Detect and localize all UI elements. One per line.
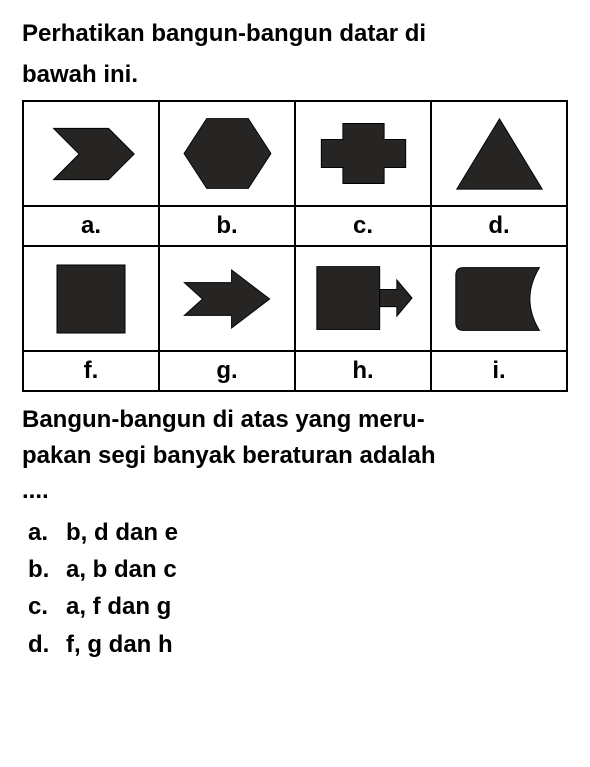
- option-a-letter: a.: [28, 514, 66, 551]
- shape-h-cell: [295, 246, 431, 351]
- shape-b-cell: [159, 101, 295, 206]
- label-g: g.: [159, 351, 295, 391]
- prompt-line-2: pakan segi banyak beraturan adalah: [22, 440, 568, 471]
- prompt-line-1: Bangun-bangun di atas yang meru-: [22, 404, 568, 435]
- shape-c-cell: [295, 101, 431, 206]
- concave-shape-icon: [452, 260, 547, 338]
- question-line-2: bawah ini.: [22, 59, 568, 90]
- option-c-letter: c.: [28, 588, 66, 625]
- label-i: i.: [431, 351, 567, 391]
- shape-f-cell: [23, 246, 159, 351]
- option-a-text: b, d dan e: [66, 514, 178, 551]
- shapes-table: a. b. c. d. f. g. h.: [22, 100, 568, 392]
- label-c: c.: [295, 206, 431, 246]
- hexagon-shape-icon: [180, 111, 275, 196]
- prompt-line-3: ....: [22, 475, 568, 506]
- arrow-shape-icon: [177, 263, 277, 335]
- shape-i-cell: [431, 246, 567, 351]
- triangle-shape-icon: [452, 113, 547, 195]
- option-d: d. f, g dan h: [28, 626, 568, 663]
- label-a: a.: [23, 206, 159, 246]
- label-b: b.: [159, 206, 295, 246]
- question-line-1: Perhatikan bangun-bangun datar di: [22, 18, 568, 49]
- option-d-text: f, g dan h: [66, 626, 173, 663]
- chevron-shape-icon: [44, 119, 139, 189]
- shape-g-cell: [159, 246, 295, 351]
- option-c: c. a, f dan g: [28, 588, 568, 625]
- option-b-letter: b.: [28, 551, 66, 588]
- option-a: a. b, d dan e: [28, 514, 568, 551]
- options-list: a. b, d dan e b. a, b dan c c. a, f dan …: [22, 514, 568, 663]
- square-shape-icon: [51, 259, 131, 339]
- option-c-text: a, f dan g: [66, 588, 171, 625]
- square-arrow-shape-icon: [311, 259, 416, 339]
- option-d-letter: d.: [28, 626, 66, 663]
- shape-a-cell: [23, 101, 159, 206]
- option-b: b. a, b dan c: [28, 551, 568, 588]
- label-d: d.: [431, 206, 567, 246]
- label-h: h.: [295, 351, 431, 391]
- option-b-text: a, b dan c: [66, 551, 177, 588]
- cross-shape-icon: [316, 116, 411, 191]
- shape-d-cell: [431, 101, 567, 206]
- label-f: f.: [23, 351, 159, 391]
